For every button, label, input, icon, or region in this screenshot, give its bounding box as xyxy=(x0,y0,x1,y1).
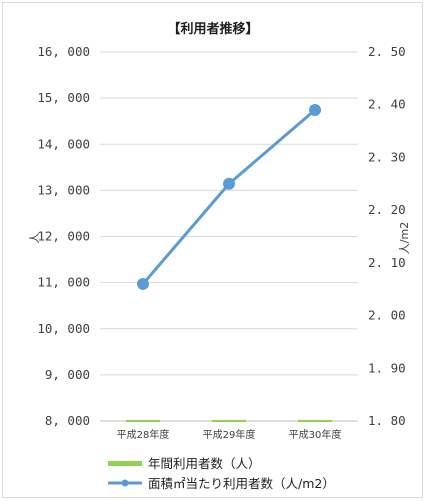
line-series xyxy=(137,103,321,290)
category-labels: 平成28年度 平成29年度 平成30年度 xyxy=(117,428,342,441)
bar-series xyxy=(126,420,332,422)
right-axis-ticks: 1. 80 1. 90 2. 00 2. 10 2. 20 2. 30 2. 40 2. 50 xyxy=(368,44,406,428)
bar xyxy=(212,420,246,422)
category-label: 平成30年度 xyxy=(289,428,342,441)
legend-swatch-marker xyxy=(121,479,129,487)
category-label: 平成29年度 xyxy=(203,428,256,441)
right-tick-label: 2. 10 xyxy=(368,255,406,270)
right-tick-label: 2. 40 xyxy=(368,97,406,112)
left-tick-label: 8, 000 xyxy=(45,413,90,428)
legend-swatch-bar xyxy=(108,461,142,466)
right-tick-label: 1. 80 xyxy=(368,413,406,428)
series-line xyxy=(141,108,316,285)
line-point xyxy=(309,103,321,116)
right-axis-label: 人/m2 xyxy=(398,222,411,254)
category-label: 平成28年度 xyxy=(117,428,170,441)
bar xyxy=(298,420,332,422)
right-tick-label: 2. 00 xyxy=(368,308,406,323)
left-tick-label: 10, 000 xyxy=(37,321,90,336)
right-tick-label: 2. 30 xyxy=(368,149,406,164)
left-tick-label: 13, 000 xyxy=(37,182,90,197)
right-tick-label: 2. 20 xyxy=(368,202,406,217)
left-tick-label: 9, 000 xyxy=(45,367,90,382)
line-point xyxy=(137,277,149,290)
bar xyxy=(126,420,160,422)
left-tick-label: 15, 000 xyxy=(37,90,90,105)
right-tick-label: 1. 90 xyxy=(368,360,406,375)
right-tick-label: 2. 50 xyxy=(368,44,406,59)
left-tick-label: 11, 000 xyxy=(37,275,90,290)
line-point xyxy=(223,177,235,190)
legend-label-bar: 年間利用者数（人） xyxy=(148,456,261,471)
chart-frame xyxy=(2,2,423,498)
legend: 年間利用者数（人） 面積㎡当たり利用者数（人/m2） xyxy=(108,456,335,491)
chart-title: 【利用者推移】 xyxy=(167,21,258,37)
left-tick-label: 14, 000 xyxy=(37,136,90,151)
left-tick-label: 16, 000 xyxy=(37,44,90,59)
left-axis-label: 人 xyxy=(28,233,41,244)
legend-label-line: 面積㎡当たり利用者数（人/m2） xyxy=(148,476,335,491)
left-axis-ticks: 8, 000 9, 000 10, 000 11, 000 12, 000 13, 000… xyxy=(37,44,90,428)
left-tick-label: 12, 000 xyxy=(37,229,90,244)
